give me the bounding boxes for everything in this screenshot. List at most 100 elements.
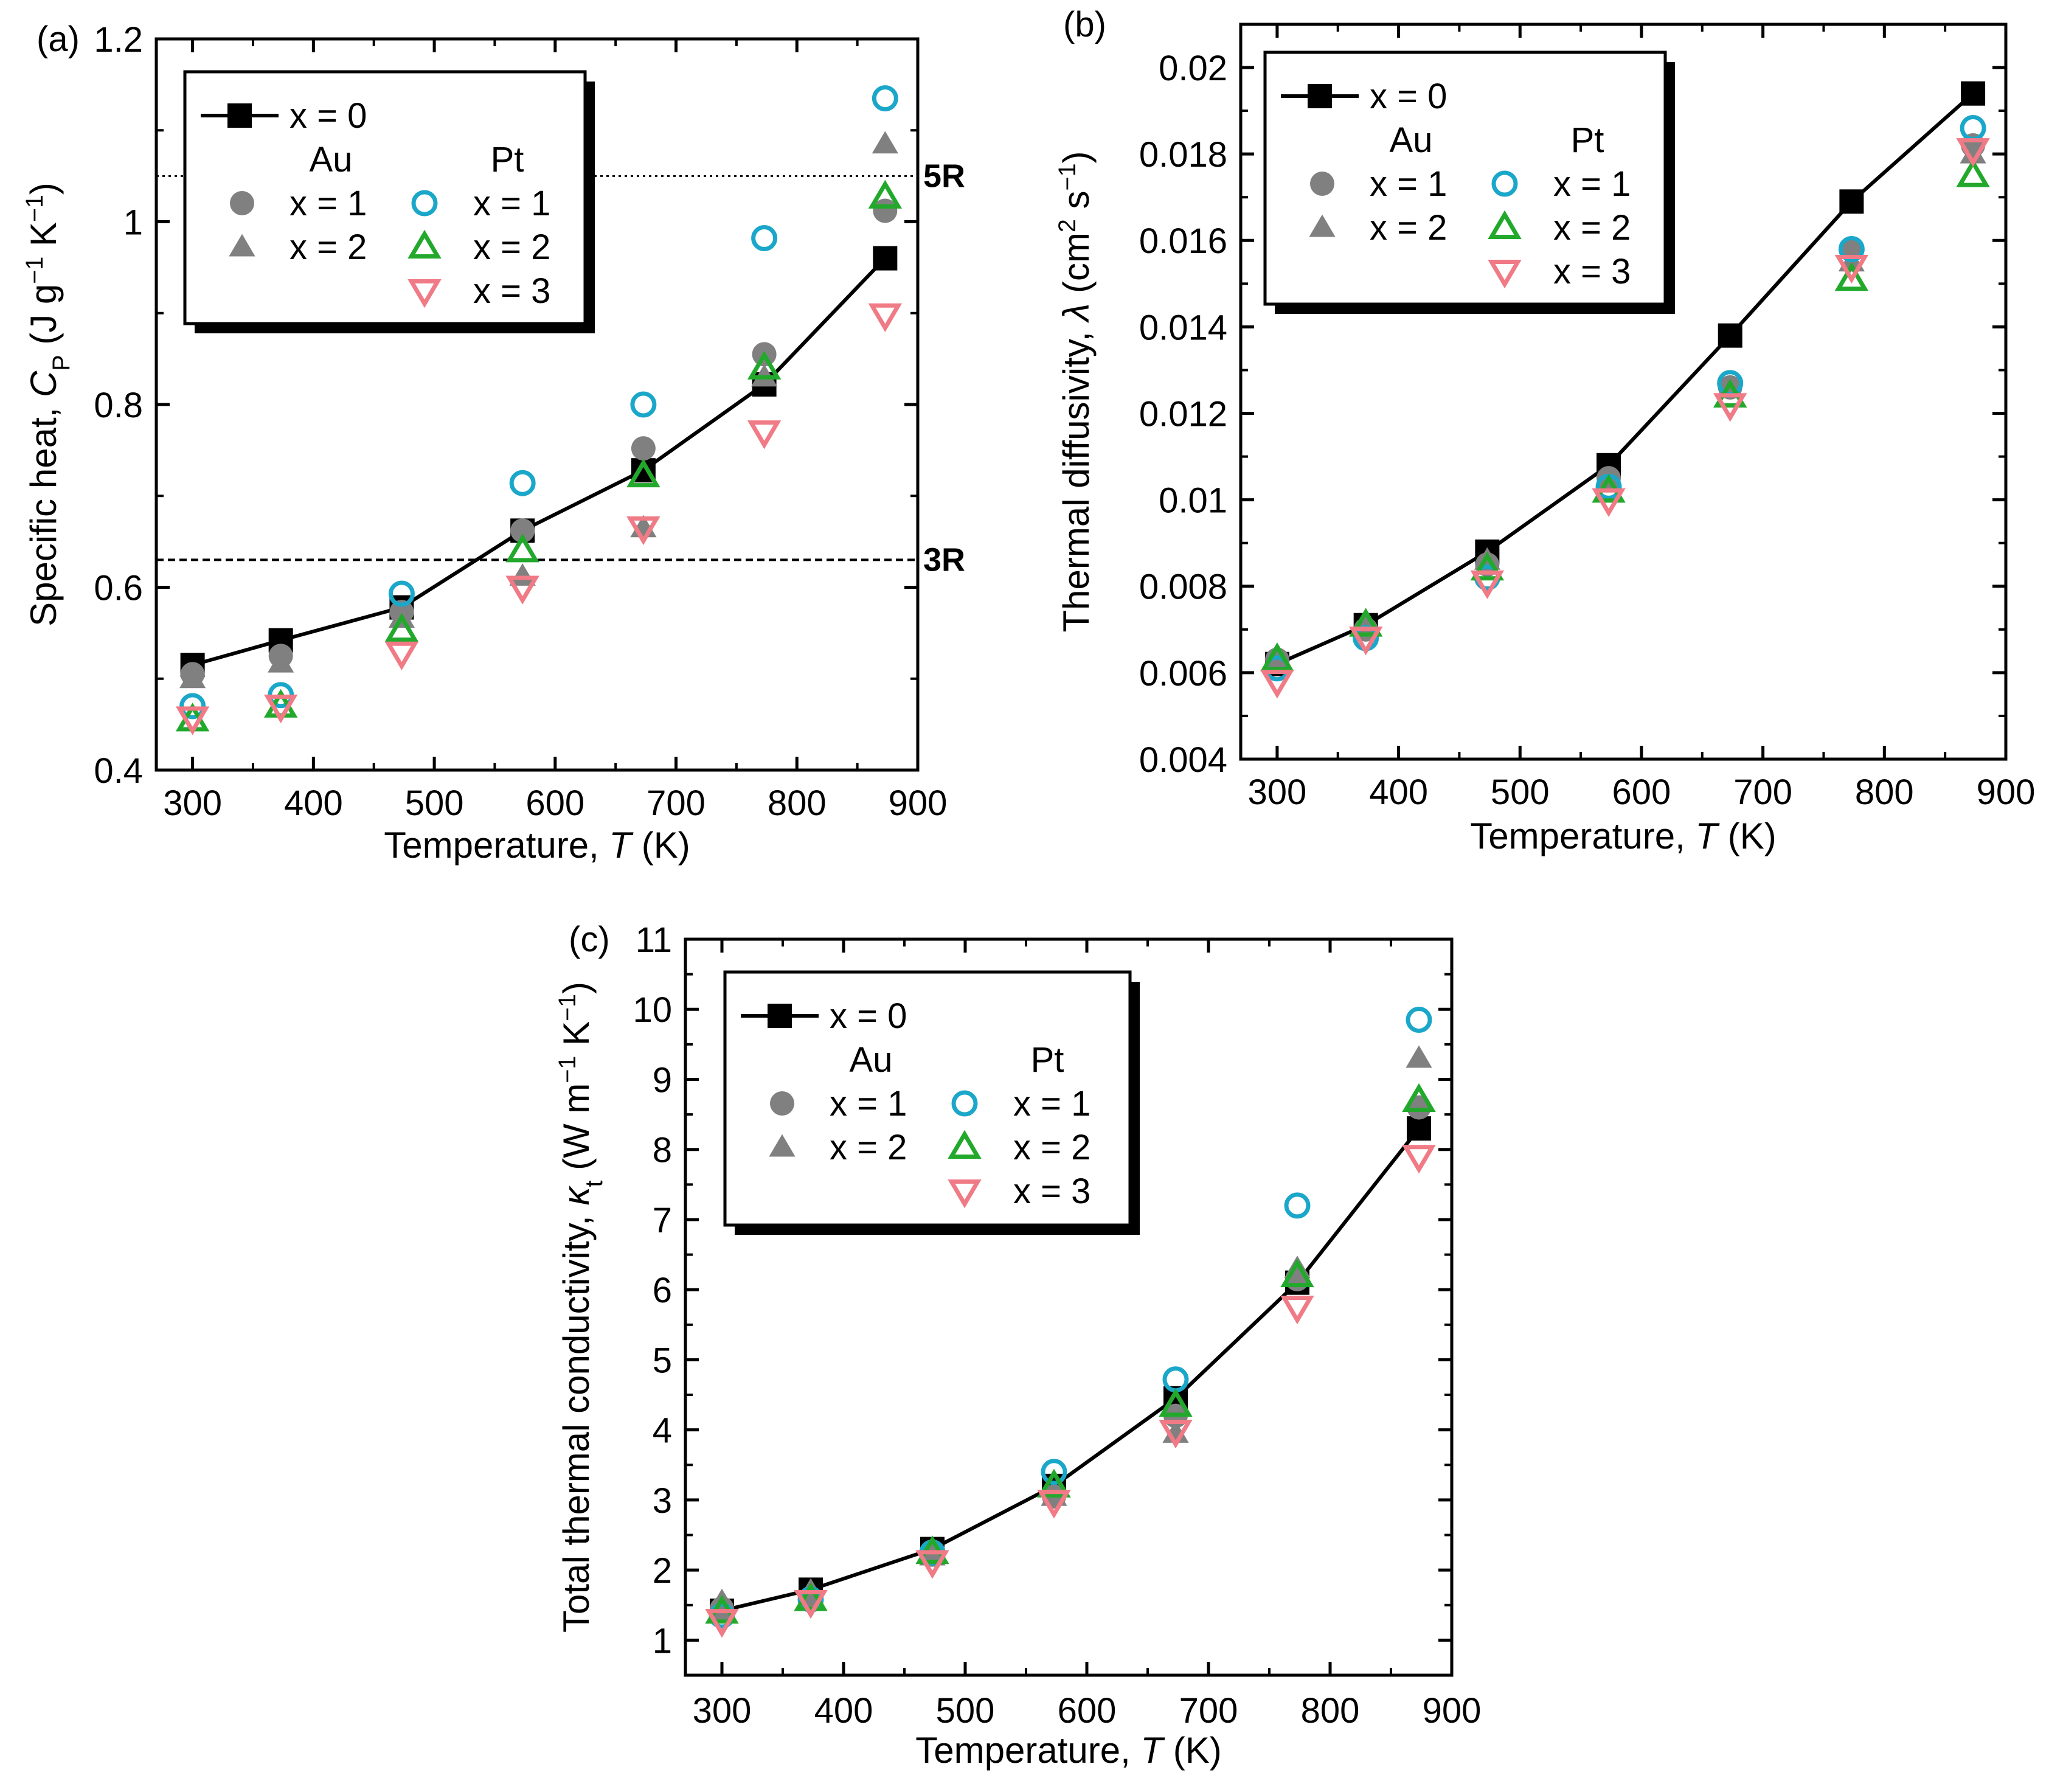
data-point <box>505 533 539 563</box>
chart-panel-a: 300 400 500 600 700 800 900 0.4 0.6 0.8 1 1.2 (a) Tem… <box>21 19 965 866</box>
y-axis-label: Specific heat, CP (J g−1 K−1) <box>21 182 75 627</box>
data-point <box>915 1550 949 1579</box>
legend-label: x = 1 <box>1370 164 1447 204</box>
data-point <box>179 665 206 689</box>
x-tick-label: 300 <box>1248 773 1307 812</box>
x-tick-label: 800 <box>1301 1691 1360 1731</box>
y-tick-label: 6 <box>653 1271 672 1310</box>
data-point <box>1348 627 1383 656</box>
legend-marker <box>770 1091 794 1116</box>
x-tick-label: 900 <box>889 783 948 823</box>
x-tick-label: 700 <box>1179 1691 1238 1731</box>
legend-marker <box>769 1134 796 1157</box>
x-tick-label: 600 <box>525 783 584 823</box>
legend-label: x = 1 <box>1013 1084 1090 1123</box>
data-point <box>1838 236 1865 263</box>
legend-label: x = 1 <box>1553 164 1631 204</box>
x-tick-label: 600 <box>1612 773 1671 812</box>
data-point <box>1834 262 1869 291</box>
y-tick-label: 1 <box>653 1621 672 1661</box>
panel-label: (b) <box>1063 5 1106 44</box>
data-point <box>1470 570 1505 599</box>
data-point <box>1037 1468 1071 1498</box>
x-axis-label: Temperature, T (K) <box>384 825 690 866</box>
legend-group-label: Pt <box>1571 120 1604 160</box>
legend: x = 0Au Ptx = 1x = 2x = 1x = 2x = 3 <box>723 970 1140 1235</box>
data-point <box>384 613 419 642</box>
chart-panel-b: 300 400 500 600 700 800 900 0.004 0.006 0.008 0.01… <box>1054 5 2035 856</box>
x-tick-label: 900 <box>1977 773 2036 812</box>
series-5 <box>175 303 903 735</box>
data-point <box>268 650 294 673</box>
legend-label: x = 1 <box>473 184 550 223</box>
data-point <box>1402 1145 1436 1174</box>
data-point <box>1280 1296 1314 1325</box>
legend-marker <box>227 103 252 128</box>
reference-label-5R: 5R <box>923 158 965 194</box>
panel-label: (c) <box>569 920 610 959</box>
legend-label: x = 1 <box>289 184 367 223</box>
legend-label: x = 0 <box>1370 77 1447 116</box>
legend: x = 0Au Ptx = 1x = 2x = 1x = 2x = 3 <box>1263 50 1675 314</box>
y-tick-label: 0.01 <box>1159 481 1227 521</box>
data-point <box>1348 608 1383 637</box>
legend-marker <box>768 1004 792 1028</box>
legend-marker <box>948 1130 982 1159</box>
data-point <box>388 580 415 607</box>
legend-label: x = 2 <box>1553 208 1631 248</box>
data-point <box>1402 1083 1436 1113</box>
y-tick-label: 11 <box>636 920 672 960</box>
x-tick-label: 700 <box>647 783 706 823</box>
series-5 <box>705 1145 1436 1638</box>
data-point <box>794 1582 828 1611</box>
x-axis-label: Temperature, T (K) <box>1470 816 1776 856</box>
y-axis-label: Thermal diffusivity, λ (cm2 s−1) <box>1054 151 1097 633</box>
data-point <box>505 575 539 605</box>
legend-group-label: Pt <box>491 140 524 179</box>
legend-label: x = 3 <box>473 271 550 311</box>
y-tick-label: 0.02 <box>1159 49 1227 88</box>
y-tick-label: 0.006 <box>1139 654 1227 693</box>
data-point <box>1406 1007 1432 1033</box>
data-point <box>751 225 778 252</box>
legend-marker <box>951 1090 978 1117</box>
data-point <box>1713 393 1747 422</box>
y-tick-label: 1.2 <box>94 20 143 60</box>
data-point <box>1407 1116 1431 1141</box>
data-point <box>1956 158 1990 187</box>
y-tick-label: 0.016 <box>1139 221 1227 261</box>
data-point <box>1960 141 1986 164</box>
legend-label: x = 2 <box>1370 208 1447 248</box>
legend-marker <box>407 229 442 259</box>
x-tick-label: 400 <box>284 783 343 823</box>
legend-marker <box>230 191 254 215</box>
reference-label-3R: 3R <box>923 541 965 578</box>
data-point <box>1406 1045 1432 1068</box>
data-point <box>873 246 898 271</box>
y-tick-label: 8 <box>653 1131 672 1170</box>
data-point <box>705 1609 739 1638</box>
panel-label: (a) <box>36 19 80 59</box>
data-point <box>1470 552 1505 581</box>
data-point <box>631 436 656 461</box>
legend-label: x = 2 <box>830 1128 907 1167</box>
data-point <box>1284 1192 1311 1219</box>
plot-frame <box>684 937 1454 1677</box>
y-tick-label: 1 <box>123 203 143 242</box>
legend-marker <box>1488 210 1522 239</box>
y-tick-label: 0.012 <box>1139 394 1227 434</box>
data-point <box>1260 670 1294 699</box>
plot-frame <box>1239 23 2008 761</box>
data-point <box>630 391 657 418</box>
legend-marker <box>1309 214 1336 237</box>
y-tick-label: 5 <box>653 1341 672 1380</box>
legend-label: x = 3 <box>1553 252 1631 291</box>
legend-group-label: Pt <box>1031 1040 1064 1080</box>
legend-marker <box>229 234 255 257</box>
x-axis-label: Temperature, T (K) <box>915 1730 1221 1771</box>
data-point <box>509 563 536 586</box>
legend-marker <box>407 279 442 308</box>
y-tick-label: 9 <box>653 1060 672 1100</box>
data-point <box>1260 642 1294 672</box>
x-tick-label: 300 <box>163 783 222 823</box>
